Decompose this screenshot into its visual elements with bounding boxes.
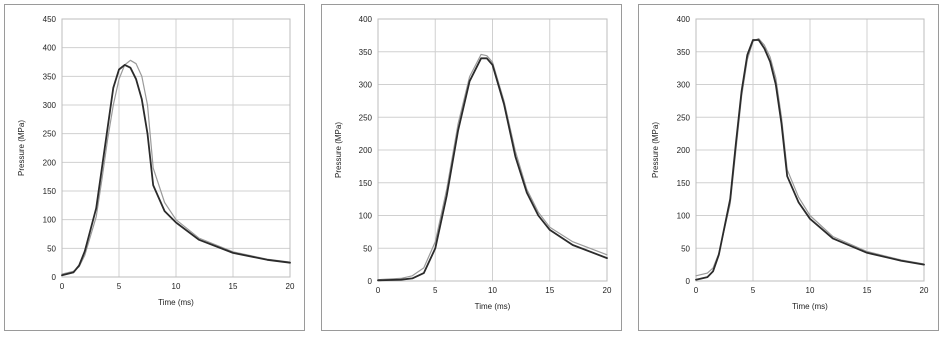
chart-panel-2: 0 5 10 15 20 0 50 100 150 200 250 300 350 400 Time (ms… xyxy=(321,4,622,331)
x-tick-label: 20 xyxy=(286,282,295,291)
y-tick-label: 0 xyxy=(686,277,691,286)
y-tick-label: 200 xyxy=(359,146,373,155)
y-tick-label: 50 xyxy=(681,244,690,253)
x-tick-label: 15 xyxy=(229,282,238,291)
y-tick-label: 250 xyxy=(43,130,57,139)
series-line-1 xyxy=(695,39,925,281)
chart-panel-3: 0 5 10 15 20 0 50 100 150 200 250 300 350 400 Time (ms… xyxy=(638,4,939,331)
y-tick-label: 250 xyxy=(359,113,373,122)
x-tick-label: 0 xyxy=(60,282,65,291)
x-tick-label: 0 xyxy=(694,286,699,295)
y-tick-label: 200 xyxy=(677,146,691,155)
x-tick-label: 20 xyxy=(603,286,612,295)
y-tick-label: 50 xyxy=(47,244,56,253)
y-tick-label: 300 xyxy=(359,81,373,90)
pressure-chart-1: 0 5 10 15 20050100150200250300350400450Time … xyxy=(17,15,295,307)
y-tick-label: 50 xyxy=(363,244,372,253)
y-tick-label: 100 xyxy=(677,212,691,221)
series-line-1 xyxy=(61,64,291,277)
x-axis-label: Time (ms) xyxy=(792,302,828,311)
y-tick-label: 350 xyxy=(359,48,373,57)
y-tick-label: 0 xyxy=(368,277,373,286)
x-tick-label: 15 xyxy=(545,286,554,295)
series-line-2 xyxy=(61,59,291,275)
y-tick-label: 300 xyxy=(677,81,691,90)
y-tick-label: 100 xyxy=(359,212,373,221)
y-tick-label: 400 xyxy=(43,44,57,53)
y-tick-label: 200 xyxy=(43,158,57,167)
x-axis-label: Time (ms) xyxy=(475,302,511,311)
x-tick-label: 5 xyxy=(751,286,756,295)
y-tick-label: 350 xyxy=(677,48,691,57)
y-tick-label: 450 xyxy=(43,15,57,24)
plot-area-frame xyxy=(377,18,608,282)
y-tick-label: 150 xyxy=(43,187,57,196)
y-tick-label: 0 xyxy=(52,273,57,282)
y-tick-label: 350 xyxy=(43,72,57,81)
plot-area-frame xyxy=(695,18,925,282)
series-line-2 xyxy=(377,53,608,281)
y-tick-label: 150 xyxy=(359,179,373,188)
plot-area-frame xyxy=(61,18,291,278)
x-tick-label: 5 xyxy=(117,282,122,291)
y-tick-label: 300 xyxy=(43,101,57,110)
y-tick-label: 100 xyxy=(43,216,57,225)
y-tick-label: 400 xyxy=(677,15,691,24)
x-tick-label: 20 xyxy=(920,286,929,295)
y-tick-label: 150 xyxy=(677,179,691,188)
y-axis-label: Pressure (MPa) xyxy=(334,122,343,178)
y-axis-label: Pressure (MPa) xyxy=(651,122,660,178)
x-tick-label: 0 xyxy=(376,286,381,295)
x-tick-label: 15 xyxy=(863,286,872,295)
y-tick-label: 400 xyxy=(359,15,373,24)
chart-panel-1: 0 5 10 15 20 0 50 100 150 200 250 300 350 400 450 Time … xyxy=(4,4,305,331)
x-axis-label: Time (ms) xyxy=(158,298,194,307)
x-tick-label: 10 xyxy=(806,286,815,295)
y-axis-label: Pressure (MPa) xyxy=(17,120,26,176)
x-tick-label: 10 xyxy=(488,286,497,295)
x-tick-label: 10 xyxy=(172,282,181,291)
y-tick-label: 250 xyxy=(677,113,691,122)
series-line-1 xyxy=(377,57,608,282)
x-tick-label: 5 xyxy=(433,286,438,295)
